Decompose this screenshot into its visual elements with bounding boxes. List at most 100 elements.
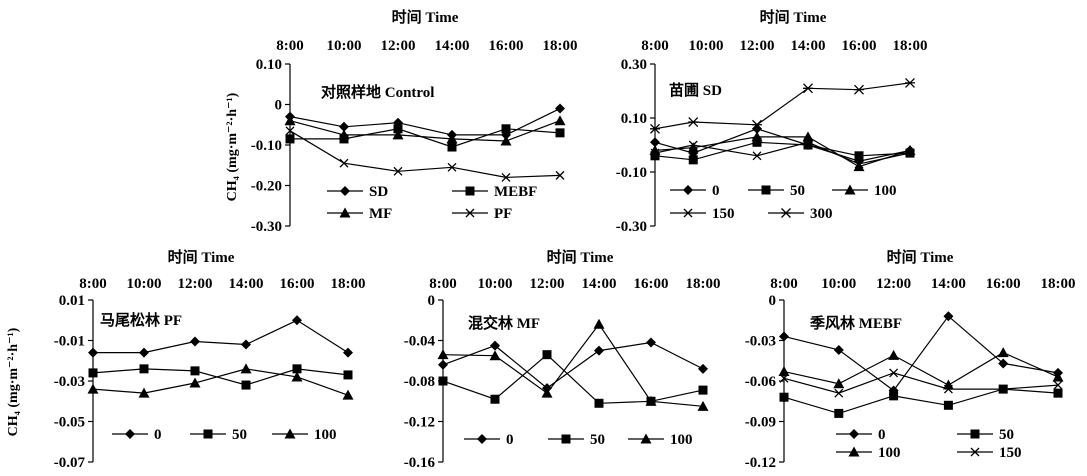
data-point <box>998 347 1009 357</box>
x-tick-label: 14:00 <box>931 276 966 292</box>
data-point <box>292 315 302 325</box>
x-tick-label: 10:00 <box>689 38 724 54</box>
data-point <box>855 151 864 160</box>
y-tick-label: 0 <box>275 98 283 114</box>
data-point <box>502 124 511 133</box>
data-point <box>854 85 864 94</box>
legend-marker <box>849 429 859 439</box>
data-point <box>688 118 698 127</box>
x-tick-label: 12:00 <box>876 276 911 292</box>
x-tick-label: 8:00 <box>79 276 107 292</box>
series-line <box>93 369 348 395</box>
panel-control: 时间 Time 对照样地 Control CH₄ (mg·m⁻²·h⁻¹) 0.… <box>225 8 578 235</box>
legend-marker <box>204 430 213 439</box>
legend-label: 50 <box>790 183 805 199</box>
legend-label: 150 <box>999 445 1022 461</box>
legend-marker <box>971 430 980 439</box>
y-tick-label: -0.01 <box>54 334 85 350</box>
series-line <box>784 353 1058 386</box>
legend-label: 100 <box>670 432 693 448</box>
x-tick-label: 14:00 <box>582 276 617 292</box>
legend-marker <box>562 435 571 444</box>
data-point <box>646 338 656 348</box>
legend-entry: 100 <box>628 432 693 448</box>
y-tick-label: -0.05 <box>54 415 85 431</box>
x-tick-label: 16:00 <box>634 276 669 292</box>
data-point <box>139 348 149 358</box>
data-point <box>780 393 789 402</box>
y-tick-label: 0.01 <box>59 293 85 309</box>
series-line <box>443 324 703 406</box>
legend-entry: SD <box>327 184 388 200</box>
panel-title: 对照样地 Control <box>321 83 434 101</box>
data-point <box>140 364 149 373</box>
plot-area: 0.01-0.01-0.03-0.05-0.078:00 10:00 12:00 14… <box>54 276 366 471</box>
data-point <box>543 350 552 359</box>
legend-entry: MEBF <box>452 184 537 200</box>
y-tick-label: -0.30 <box>251 219 282 235</box>
panel-sd: 时间 Time 苗圃 SD 0.300.10-0.10-0.308:00 10:0… <box>616 8 928 235</box>
y-tick-label: -0.03 <box>745 334 776 350</box>
x-tick-label: 10:00 <box>127 276 162 292</box>
legend-entry: 150 <box>957 445 1022 461</box>
x-tick-label: 14:00 <box>791 38 826 54</box>
y-tick-label: -0.03 <box>54 374 85 390</box>
data-point <box>241 340 251 350</box>
x-tick-label: 14:00 <box>229 276 264 292</box>
data-point <box>834 345 844 355</box>
legend-entry: 0 <box>670 183 720 199</box>
legend-marker <box>466 187 475 196</box>
data-point <box>595 399 604 408</box>
x-axis-title: 时间 Time <box>392 8 459 26</box>
legend-label: 0 <box>506 432 514 448</box>
panel-title: 苗圃 SD <box>669 81 722 99</box>
data-point <box>834 409 843 418</box>
legend-label: PF <box>494 206 512 222</box>
legend-entry: 50 <box>548 432 605 448</box>
x-tick-label: 18:00 <box>686 276 721 292</box>
legend-entry: 50 <box>190 427 247 443</box>
x-tick-label: 8:00 <box>276 38 304 54</box>
x-tick-label: 12:00 <box>530 276 565 292</box>
panel-mebf: 时间 Time 季风林 MEBF 0 -0.03 -0.06 -0.09 -0.12 8:… <box>745 248 1076 471</box>
legend-label: MEBF <box>494 184 537 200</box>
data-point <box>555 104 565 114</box>
data-point <box>191 366 200 375</box>
data-point <box>803 84 813 93</box>
x-tick-label: 10:00 <box>478 276 513 292</box>
x-tick-label: 8:00 <box>641 38 669 54</box>
data-point <box>438 360 448 370</box>
legend-label: 100 <box>314 427 337 443</box>
data-point <box>944 401 953 410</box>
legend-entry: 300 <box>768 206 833 222</box>
legend-entry: PF <box>452 206 512 222</box>
legend-entry: 100 <box>836 445 901 461</box>
y-tick-label: -0.30 <box>616 219 647 235</box>
data-point <box>698 364 708 374</box>
data-point <box>439 377 448 386</box>
plot-area: 0-0.03-0.06-0.09-0.128:00 10:00 12:00 14:00… <box>745 276 1076 471</box>
x-tick-label: 8:00 <box>770 276 798 292</box>
legend-marker <box>477 434 487 444</box>
x-tick-label: 18:00 <box>1041 276 1076 292</box>
legend-entry: MF <box>327 206 392 222</box>
legend-entry: 50 <box>957 427 1014 443</box>
legend-entry: 50 <box>748 183 805 199</box>
legend-entry: 0 <box>836 427 886 443</box>
data-point <box>89 368 98 377</box>
legend-label: MF <box>369 206 392 222</box>
data-point <box>594 319 605 329</box>
data-point <box>190 337 200 347</box>
plot-area: 0.100-0.10-0.20-0.308:00 10:00 12:00 14:00 1… <box>251 38 578 235</box>
panel-pf: 时间 Time 马尾松林 PF CH₄ (mg·m⁻²·h⁻¹) 0.01-0.… <box>6 248 366 471</box>
legend-label: 0 <box>878 427 886 443</box>
y-tick-label: -0.20 <box>251 179 282 195</box>
y-tick-label: -0.07 <box>54 455 86 471</box>
x-tick-label: 18:00 <box>331 276 366 292</box>
y-tick-label: -0.08 <box>404 374 435 390</box>
data-point <box>241 363 252 373</box>
x-axis-title: 时间 Time <box>547 248 614 266</box>
legend-label: 100 <box>878 445 901 461</box>
panel-title: 混交林 MF <box>468 314 540 332</box>
data-point <box>343 348 353 358</box>
